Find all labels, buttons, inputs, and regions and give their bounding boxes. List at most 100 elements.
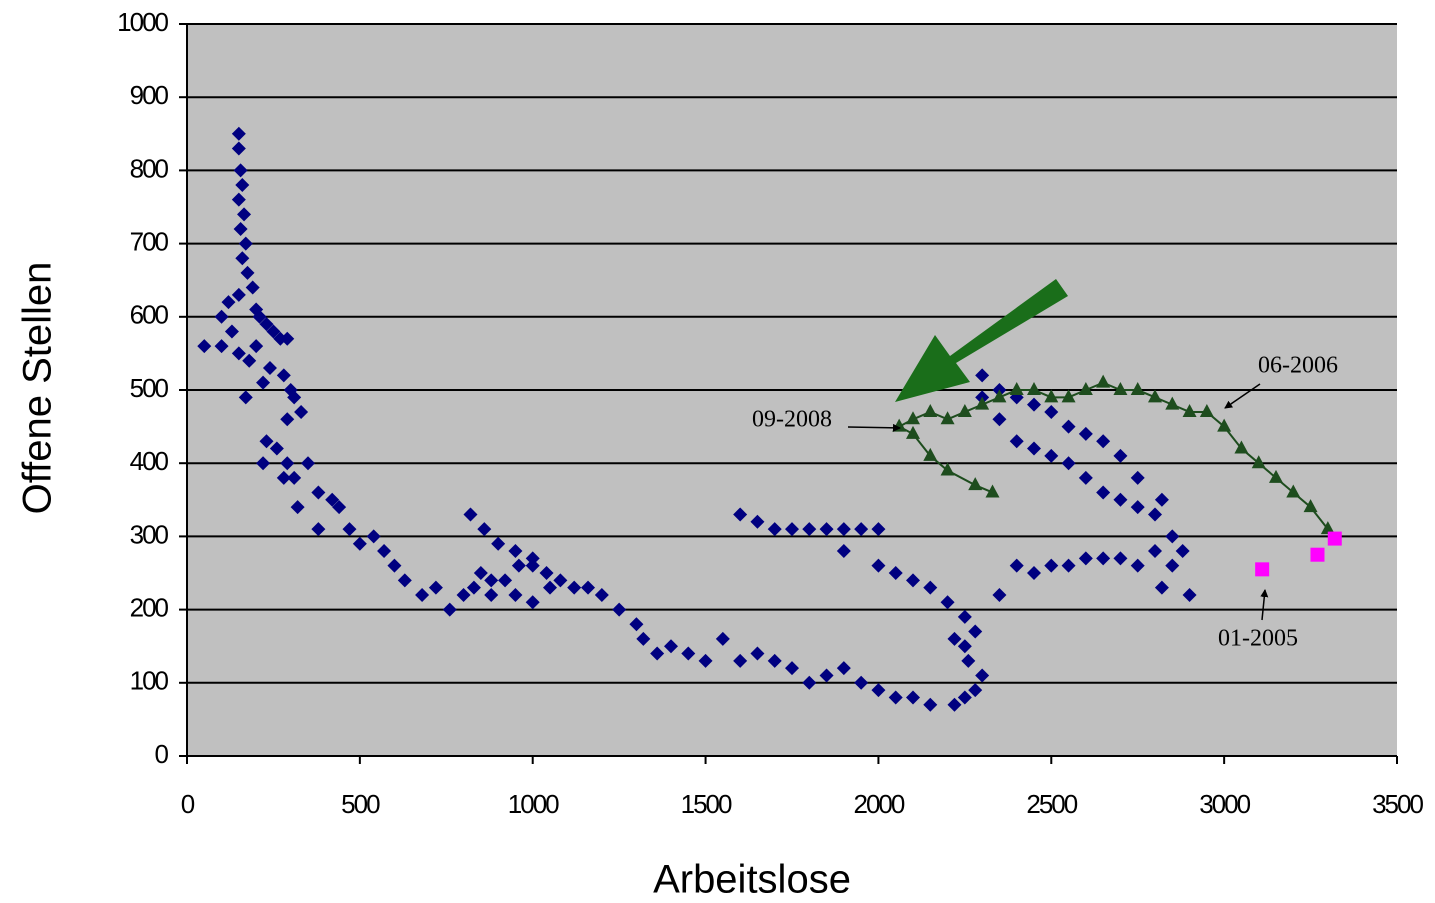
diamond-marker <box>352 536 367 551</box>
square-marker <box>1255 562 1270 577</box>
diamond-marker <box>1182 587 1197 602</box>
diamond-marker <box>923 697 938 712</box>
diamond-marker <box>214 309 229 324</box>
diamond-marker <box>224 324 239 339</box>
diamond-marker <box>923 580 938 595</box>
diamond-marker <box>594 587 609 602</box>
triangle-marker <box>992 389 1007 403</box>
diamond-marker <box>1165 558 1180 573</box>
diamond-marker <box>428 580 443 595</box>
diamond-marker <box>280 331 295 346</box>
diamond-marker <box>906 573 920 588</box>
diamond-marker <box>957 609 972 624</box>
diamond-marker <box>276 368 291 383</box>
diamond-marker <box>854 675 869 690</box>
diamond-marker <box>256 456 271 471</box>
diamond-marker <box>767 522 782 537</box>
diamond-marker <box>238 390 253 405</box>
diamond-marker <box>836 544 851 559</box>
diamond-marker <box>992 412 1007 427</box>
diamond-marker <box>819 668 834 683</box>
diamond-marker <box>750 646 765 661</box>
diamond-marker <box>1165 529 1180 544</box>
diamond-marker <box>733 507 748 522</box>
diamond-marker <box>214 339 229 354</box>
diamond-marker <box>1044 448 1059 463</box>
diamond-marker <box>567 580 582 595</box>
diamond-marker <box>947 631 962 646</box>
diamond-marker <box>276 470 291 485</box>
triangle-marker <box>906 425 920 439</box>
triangle-marker <box>906 411 920 425</box>
diamond-marker <box>498 573 513 588</box>
diamond-marker <box>1113 551 1128 566</box>
diamond-marker <box>836 661 851 676</box>
diamond-marker <box>508 587 523 602</box>
diamond-marker <box>233 163 248 178</box>
diamond-marker <box>1096 434 1111 449</box>
diamond-marker <box>1113 492 1128 507</box>
diamond-marker <box>1148 544 1162 559</box>
diamond-marker <box>968 683 983 698</box>
diamond-marker <box>301 456 315 471</box>
triangle-marker <box>1320 521 1335 535</box>
y-tick-label: 0 <box>155 739 169 769</box>
y-tick-label: 400 <box>130 446 169 476</box>
diamond-marker <box>1044 558 1059 573</box>
x-tick-label: 3500 <box>1372 789 1423 819</box>
diamond-marker <box>1175 544 1190 559</box>
diamond-marker <box>240 265 255 280</box>
diamond-marker <box>366 529 381 544</box>
diamond-marker <box>525 551 540 566</box>
diamond-marker <box>785 661 799 676</box>
diamond-marker <box>975 668 990 683</box>
highlight-arrow <box>895 279 1068 402</box>
diamond-marker <box>262 361 277 376</box>
diamond-marker <box>1009 434 1024 449</box>
diamond-marker <box>242 353 257 368</box>
triangle-marker <box>1286 484 1301 498</box>
diamond-marker <box>235 251 250 266</box>
diamond-marker <box>961 653 976 668</box>
triangle-marker <box>1217 418 1232 432</box>
diamond-marker <box>871 522 886 537</box>
square-marker <box>1327 531 1342 546</box>
diamond-marker <box>525 595 540 610</box>
diamond-marker <box>259 434 274 449</box>
triangle-marker <box>1130 382 1145 395</box>
diamond-marker <box>1078 470 1093 485</box>
diamond-marker <box>311 522 326 537</box>
diamond-marker <box>466 580 481 595</box>
diamond-marker <box>311 485 326 500</box>
diamond-marker <box>581 580 596 595</box>
triangle-marker <box>923 403 938 417</box>
diamond-marker <box>871 683 886 698</box>
diamond-marker <box>802 522 817 537</box>
diamond-marker <box>1130 558 1145 573</box>
diamond-marker <box>256 375 271 390</box>
diamond-marker <box>940 595 955 610</box>
diamond-marker <box>1154 580 1169 595</box>
x-tick-label: 2500 <box>1026 789 1077 819</box>
diamond-marker <box>681 646 696 661</box>
diamond-marker <box>957 639 972 654</box>
triangle-marker <box>940 411 955 425</box>
diamond-marker <box>473 566 488 580</box>
diamond-marker <box>1130 500 1145 515</box>
diamond-marker <box>231 287 246 302</box>
diamond-marker <box>698 653 713 668</box>
y-tick-label: 300 <box>130 519 169 549</box>
diamond-marker <box>1009 558 1024 573</box>
diamond-marker <box>511 558 526 573</box>
diamond-marker <box>377 544 392 559</box>
diamond-marker <box>238 236 253 251</box>
diamond-marker <box>968 624 983 639</box>
triangle-marker <box>968 477 983 491</box>
annotation-label: 09-2008 <box>752 407 832 433</box>
diamond-marker <box>397 573 412 588</box>
diamond-marker <box>629 617 644 632</box>
triangle-marker <box>957 403 972 417</box>
diamond-marker <box>1096 551 1111 566</box>
diamond-marker <box>1027 397 1041 412</box>
diamond-marker <box>750 514 765 529</box>
